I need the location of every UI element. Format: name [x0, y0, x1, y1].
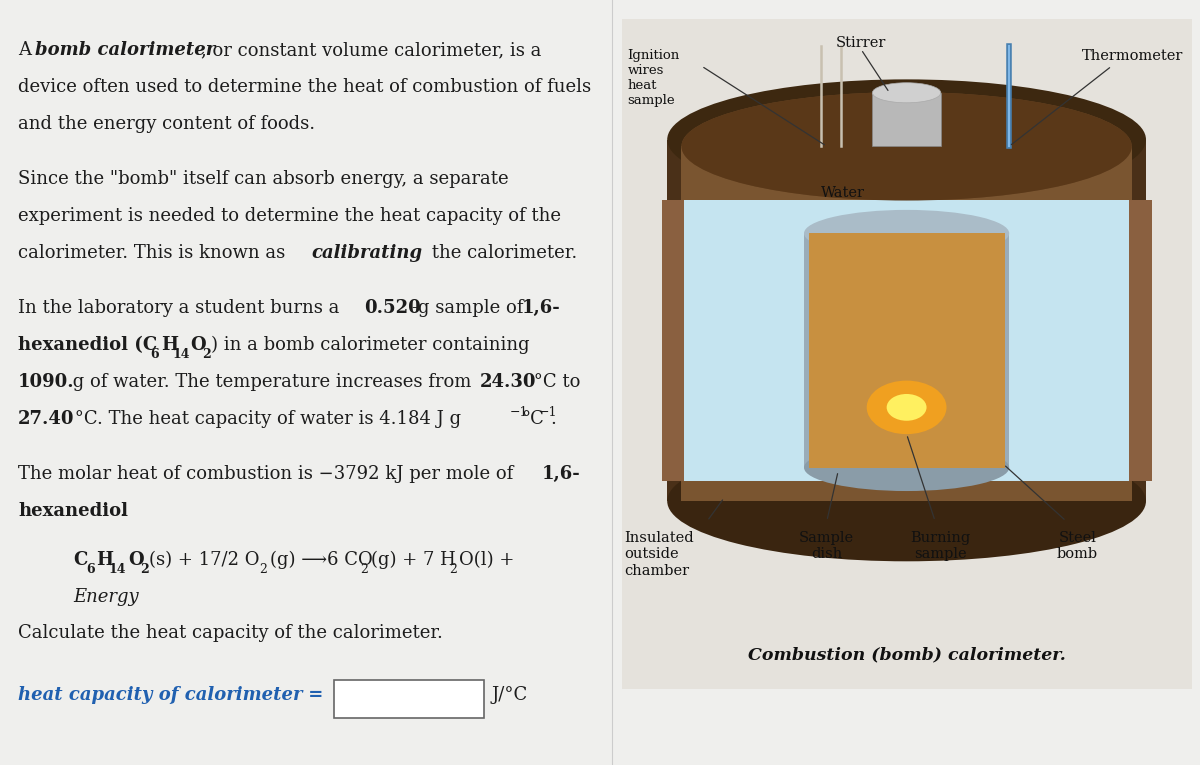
- Text: calorimeter. This is known as: calorimeter. This is known as: [18, 244, 292, 262]
- Polygon shape: [682, 146, 1132, 501]
- Text: calibrating: calibrating: [311, 244, 422, 262]
- Text: H: H: [161, 336, 178, 354]
- Polygon shape: [684, 200, 1129, 481]
- Text: Since the "bomb" itself can absorb energy, a separate: Since the "bomb" itself can absorb energ…: [18, 170, 509, 188]
- Text: °C. The heat capacity of water is 4.184 J g: °C. The heat capacity of water is 4.184 …: [70, 410, 461, 428]
- Text: O: O: [128, 551, 144, 569]
- Text: , or constant volume calorimeter, is a: , or constant volume calorimeter, is a: [202, 41, 541, 59]
- Text: 2: 2: [449, 563, 457, 576]
- Ellipse shape: [682, 92, 1132, 200]
- Text: −1: −1: [539, 406, 558, 419]
- Polygon shape: [661, 200, 684, 481]
- Text: Ignition
wires
heat
sample: Ignition wires heat sample: [628, 49, 679, 107]
- Ellipse shape: [887, 394, 926, 421]
- Polygon shape: [667, 140, 1146, 501]
- Polygon shape: [1129, 200, 1152, 481]
- Text: 24.30: 24.30: [480, 373, 536, 391]
- Ellipse shape: [667, 80, 1146, 200]
- Text: Burning
sample: Burning sample: [911, 531, 971, 562]
- Text: (s) + 17/2 O: (s) + 17/2 O: [149, 551, 259, 569]
- Text: Thermometer: Thermometer: [1081, 49, 1183, 63]
- Text: 2: 2: [202, 348, 211, 361]
- Text: H: H: [96, 551, 113, 569]
- Text: device often used to determine the heat of combustion of fuels: device often used to determine the heat …: [18, 78, 592, 96]
- Text: 1,6-: 1,6-: [542, 465, 581, 483]
- Text: A: A: [18, 41, 37, 59]
- Text: hexanediol: hexanediol: [18, 502, 128, 520]
- Text: heat capacity of calorimeter: heat capacity of calorimeter: [18, 686, 302, 704]
- Ellipse shape: [804, 444, 1009, 491]
- Text: Insulated
outside
chamber: Insulated outside chamber: [624, 531, 694, 578]
- Text: bomb calorimeter: bomb calorimeter: [35, 41, 215, 59]
- Text: 2: 2: [259, 563, 266, 576]
- Text: 2: 2: [360, 563, 368, 576]
- Text: Energy: Energy: [73, 588, 139, 606]
- Text: =: =: [302, 686, 323, 704]
- Text: ) in a bomb calorimeter containing: ) in a bomb calorimeter containing: [211, 336, 529, 354]
- Text: the calorimeter.: the calorimeter.: [426, 244, 577, 262]
- Text: 0.520: 0.520: [364, 299, 421, 317]
- Text: 1,6-: 1,6-: [522, 299, 560, 317]
- Text: 14: 14: [173, 348, 191, 361]
- Text: °C: °C: [521, 410, 544, 428]
- Text: 14: 14: [109, 563, 126, 576]
- Text: (g) + 7 H: (g) + 7 H: [371, 551, 456, 569]
- Text: Steel
bomb: Steel bomb: [1057, 531, 1098, 562]
- Text: O(l) +: O(l) +: [458, 551, 515, 569]
- Polygon shape: [334, 680, 484, 718]
- Text: experiment is needed to determine the heat capacity of the: experiment is needed to determine the he…: [18, 207, 562, 225]
- Ellipse shape: [872, 83, 941, 103]
- Text: Combustion (bomb) calorimeter.: Combustion (bomb) calorimeter.: [748, 646, 1066, 663]
- Text: 2: 2: [140, 563, 149, 576]
- Text: .: .: [550, 410, 556, 428]
- Text: O: O: [190, 336, 205, 354]
- Text: (g) ⟶6 CO: (g) ⟶6 CO: [270, 551, 373, 569]
- Text: Sample
dish: Sample dish: [799, 531, 854, 562]
- Ellipse shape: [682, 92, 1132, 200]
- Text: .: .: [119, 502, 125, 520]
- Text: Calculate the heat capacity of the calorimeter.: Calculate the heat capacity of the calor…: [18, 624, 443, 642]
- Polygon shape: [804, 233, 1009, 467]
- Text: C: C: [73, 551, 88, 569]
- Text: and the energy content of foods.: and the energy content of foods.: [18, 115, 316, 133]
- Polygon shape: [622, 19, 1192, 688]
- Text: In the laboratory a student burns a: In the laboratory a student burns a: [18, 299, 346, 317]
- Ellipse shape: [866, 381, 947, 435]
- Text: −1: −1: [510, 406, 528, 419]
- Ellipse shape: [667, 441, 1146, 562]
- Text: 6: 6: [86, 563, 95, 576]
- Text: 6: 6: [150, 348, 158, 361]
- Text: -g sample of: -g sample of: [412, 299, 529, 317]
- Ellipse shape: [804, 210, 1009, 257]
- Polygon shape: [809, 233, 1004, 467]
- Text: The molar heat of combustion is −3792 kJ per mole of: The molar heat of combustion is −3792 kJ…: [18, 465, 520, 483]
- Text: hexanediol (C: hexanediol (C: [18, 336, 157, 354]
- Text: 1090.: 1090.: [18, 373, 74, 391]
- Text: g of water. The temperature increases from: g of water. The temperature increases fr…: [67, 373, 478, 391]
- Text: 27.40: 27.40: [18, 410, 74, 428]
- Text: J/°C: J/°C: [492, 686, 528, 704]
- Text: Stirrer: Stirrer: [836, 36, 886, 50]
- Text: Water: Water: [821, 186, 865, 200]
- Polygon shape: [872, 93, 941, 146]
- Text: °C to: °C to: [528, 373, 581, 391]
